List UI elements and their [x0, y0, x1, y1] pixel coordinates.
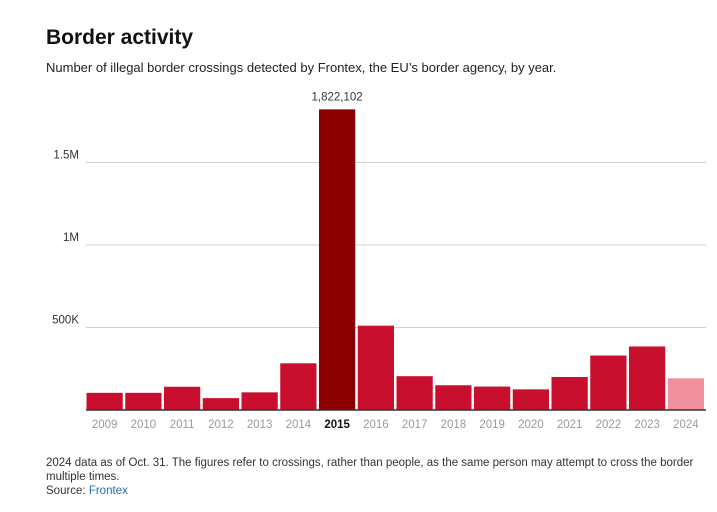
footnote: 2024 data as of Oct. 31. The figures ref… [46, 457, 694, 483]
x-tick-label: 2010 [131, 419, 157, 431]
bar-2015 [319, 109, 356, 410]
source-line: Source: Frontex [46, 485, 128, 497]
bar-2010 [125, 392, 162, 410]
x-tick-label: 2012 [208, 419, 234, 431]
x-tick-label: 2023 [634, 419, 660, 431]
chart-subtitle: Number of illegal border crossings detec… [46, 60, 557, 75]
x-tick-label: 2009 [92, 419, 118, 431]
y-tick-label: 1M [63, 232, 79, 244]
bar-2012 [202, 398, 239, 410]
x-tick-label: 2024 [673, 419, 699, 431]
bar-2024 [667, 378, 704, 410]
x-tick-label: 2018 [441, 419, 467, 431]
x-tick-label: 2011 [170, 419, 195, 431]
bar-2011 [164, 386, 201, 410]
bar-2014 [280, 363, 317, 410]
bar-2016 [357, 325, 394, 410]
bar-2009 [86, 392, 123, 410]
x-tick-label: 2022 [596, 419, 622, 431]
y-tick-label: 1.5M [53, 150, 79, 162]
x-tick-label: 2020 [518, 419, 544, 431]
chart-title: Border activity [46, 26, 194, 49]
data-label-2015: 1,822,102 [312, 91, 363, 103]
bar-2018 [435, 385, 472, 410]
source-link[interactable]: Frontex [88, 485, 128, 497]
x-tick-label: 2021 [557, 419, 583, 431]
x-tick-label: 2015 [324, 419, 350, 431]
bar-2021 [551, 377, 588, 410]
y-tick-label: 500K [52, 315, 79, 327]
bar-2023 [629, 346, 666, 410]
x-tick-label: 2019 [479, 419, 505, 431]
x-tick-label: 2013 [247, 419, 273, 431]
x-tick-label: 2016 [363, 419, 389, 431]
bar-2022 [590, 355, 627, 410]
bar-chart: 500K 1M 1.5M 2009 2010 2011 2012 2013 2014 2015 20… [52, 91, 706, 431]
x-tick-label: 2014 [286, 419, 312, 431]
bar-2013 [241, 392, 278, 410]
bar-2017 [396, 376, 433, 410]
source-label: Source: [46, 485, 89, 497]
x-tick-label: 2017 [402, 419, 428, 431]
bar-2020 [512, 389, 549, 410]
bar-2019 [474, 386, 511, 410]
